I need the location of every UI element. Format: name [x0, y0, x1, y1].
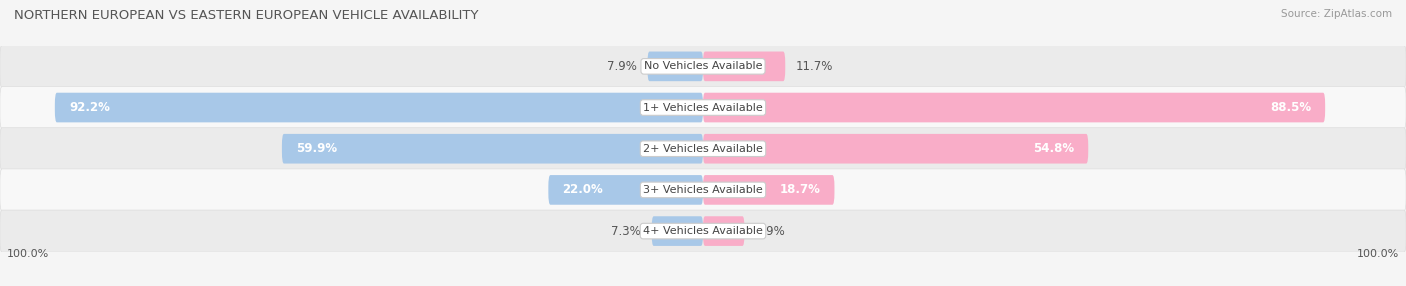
Text: No Vehicles Available: No Vehicles Available: [644, 61, 762, 71]
FancyBboxPatch shape: [647, 51, 703, 81]
Text: 18.7%: 18.7%: [779, 183, 821, 196]
Text: NORTHERN EUROPEAN VS EASTERN EUROPEAN VEHICLE AVAILABILITY: NORTHERN EUROPEAN VS EASTERN EUROPEAN VE…: [14, 9, 478, 21]
Text: 92.2%: 92.2%: [69, 101, 110, 114]
Text: 11.7%: 11.7%: [796, 60, 834, 73]
Text: 7.3%: 7.3%: [612, 225, 641, 238]
FancyBboxPatch shape: [703, 216, 745, 246]
Text: Source: ZipAtlas.com: Source: ZipAtlas.com: [1281, 9, 1392, 19]
Text: 22.0%: 22.0%: [562, 183, 603, 196]
Text: 54.8%: 54.8%: [1033, 142, 1074, 155]
Text: 100.0%: 100.0%: [1357, 249, 1399, 259]
Text: 5.9%: 5.9%: [755, 225, 785, 238]
Text: 3+ Vehicles Available: 3+ Vehicles Available: [643, 185, 763, 195]
Text: 7.9%: 7.9%: [607, 60, 637, 73]
Text: 88.5%: 88.5%: [1270, 101, 1312, 114]
Text: 100.0%: 100.0%: [7, 249, 49, 259]
FancyBboxPatch shape: [0, 45, 1406, 87]
FancyBboxPatch shape: [55, 93, 703, 122]
FancyBboxPatch shape: [0, 87, 1406, 128]
FancyBboxPatch shape: [703, 175, 835, 205]
FancyBboxPatch shape: [703, 51, 785, 81]
Text: 2+ Vehicles Available: 2+ Vehicles Available: [643, 144, 763, 154]
FancyBboxPatch shape: [703, 134, 1088, 164]
FancyBboxPatch shape: [703, 93, 1324, 122]
FancyBboxPatch shape: [0, 128, 1406, 170]
FancyBboxPatch shape: [548, 175, 703, 205]
FancyBboxPatch shape: [281, 134, 703, 164]
Text: 4+ Vehicles Available: 4+ Vehicles Available: [643, 226, 763, 236]
FancyBboxPatch shape: [0, 169, 1406, 211]
FancyBboxPatch shape: [0, 210, 1406, 252]
Text: 59.9%: 59.9%: [297, 142, 337, 155]
Text: 1+ Vehicles Available: 1+ Vehicles Available: [643, 103, 763, 112]
FancyBboxPatch shape: [652, 216, 703, 246]
